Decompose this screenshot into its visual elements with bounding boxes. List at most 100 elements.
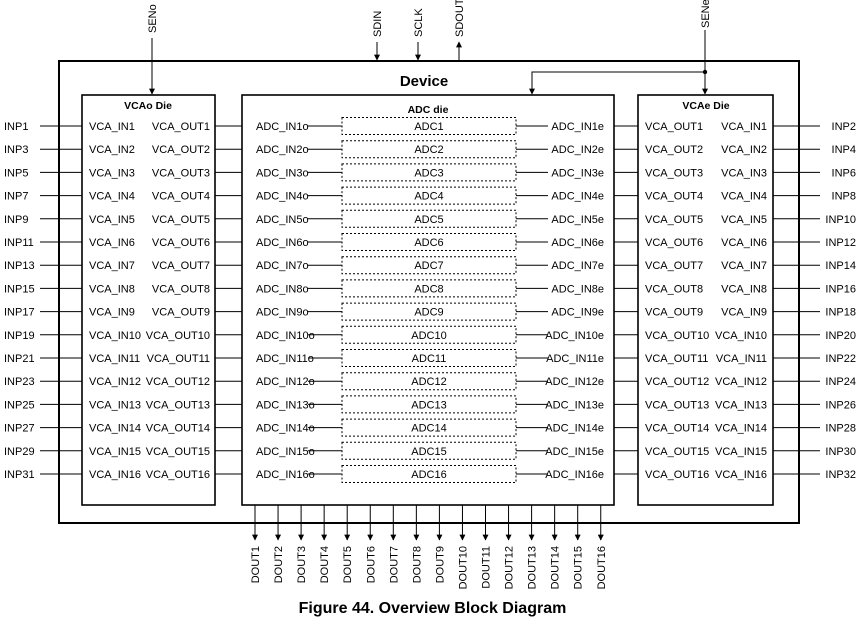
vcao-out-label: VCA_OUT11 — [147, 353, 210, 365]
adc-block-label: ADC4 — [414, 191, 443, 203]
vcae-in-label: VCA_IN15 — [715, 446, 767, 458]
vcao-in-label: VCA_IN5 — [89, 214, 135, 226]
adc-in-even-label: ADC_IN12e — [545, 376, 604, 388]
dout-label: DOUT16 — [596, 546, 608, 589]
vcao-out-label: VCA_OUT15 — [146, 446, 210, 458]
seno-label: SENo — [147, 4, 159, 33]
adc-block-label: ADC14 — [411, 423, 446, 435]
block-diagram: Device VCAo Die ADC die VCAe Die SENo SD… — [4, 0, 856, 589]
dout-14: DOUT14 — [550, 505, 562, 589]
adc-in-odd-label: ADC_IN16o — [256, 469, 315, 481]
inp-odd-label: INP17 — [4, 307, 35, 319]
adc-block — [341, 256, 517, 275]
dout-label: DOUT6 — [365, 546, 377, 583]
vcae-die-title: VCAe Die — [682, 100, 729, 112]
vcao-in-label: VCA_IN4 — [89, 191, 135, 203]
inp-odd-label: INP19 — [4, 330, 35, 342]
adc-in-even-label: ADC_IN6e — [551, 237, 604, 249]
vcae-out-label: VCA_OUT15 — [645, 446, 709, 458]
adc-block-label: ADC2 — [414, 144, 443, 156]
vcao-in-label: VCA_IN8 — [89, 283, 135, 295]
vcae-out-label: VCA_OUT6 — [645, 237, 703, 249]
channel-row-15: INP29 VCA_IN15 VCA_OUT15 ADC_IN15o ADC15 ADC_… — [4, 441, 856, 460]
sene-junction-dot — [702, 69, 708, 75]
adc-block-label: ADC12 — [411, 376, 446, 388]
adc-in-odd-label: ADC_IN5o — [256, 214, 309, 226]
dout-9: DOUT9 — [434, 505, 446, 583]
dout-3: DOUT3 — [296, 505, 308, 583]
vcae-out-label: VCA_OUT3 — [645, 167, 703, 179]
adc-in-odd-label: ADC_IN7o — [256, 260, 309, 272]
inp-even-label: INP10 — [825, 214, 856, 226]
inp-odd-label: INP15 — [4, 283, 35, 295]
inp-odd-label: INP25 — [4, 399, 35, 411]
adc-in-even-label: ADC_IN13e — [545, 399, 604, 411]
inp-even-label: INP16 — [825, 283, 856, 295]
adc-die-outline — [241, 94, 615, 506]
adc-in-odd-label: ADC_IN9o — [256, 307, 309, 319]
dout-label: DOUT3 — [296, 546, 308, 583]
dout-4: DOUT4 — [319, 505, 331, 583]
inp-odd-label: INP23 — [4, 376, 35, 388]
inp-even-label: INP30 — [825, 446, 856, 458]
adc-in-even-label: ADC_IN10e — [545, 330, 604, 342]
inp-even-label: INP14 — [825, 260, 856, 272]
vcae-in-label: VCA_IN12 — [715, 376, 767, 388]
vcao-in-label: VCA_IN3 — [89, 167, 135, 179]
adc-block-label: ADC1 — [414, 121, 443, 133]
device-title: Device — [400, 73, 448, 90]
vcae-in-label: VCA_IN14 — [715, 423, 767, 435]
vcae-out-label: VCA_OUT1 — [645, 121, 703, 133]
channel-row-12: INP23 VCA_IN12 VCA_OUT12 ADC_IN12o ADC12 ADC_… — [4, 372, 856, 391]
vcae-in-label: VCA_IN6 — [721, 237, 767, 249]
adc-block-label: ADC3 — [414, 167, 443, 179]
vcae-in-label: VCA_IN8 — [721, 283, 767, 295]
vcao-out-label: VCA_OUT16 — [146, 469, 210, 481]
dout-7: DOUT7 — [388, 505, 400, 583]
inp-odd-label: INP1 — [4, 121, 28, 133]
vcae-out-label: VCA_OUT5 — [645, 214, 703, 226]
vcae-in-label: VCA_IN1 — [721, 121, 767, 133]
adc-in-even-label: ADC_IN7e — [551, 260, 604, 272]
dout-1: DOUT1 — [250, 505, 262, 583]
figure-caption: Figure 44. Overview Block Diagram — [298, 600, 567, 617]
vcao-out-label: VCA_OUT4 — [152, 191, 210, 203]
dout-label: DOUT9 — [434, 546, 446, 583]
adc-die-title: ADC die — [408, 104, 449, 116]
vcae-in-label: VCA_IN11 — [716, 353, 767, 365]
vcae-out-label: VCA_OUT2 — [645, 144, 703, 156]
dout-label: DOUT11 — [481, 546, 493, 589]
dout-13: DOUT13 — [527, 505, 539, 589]
dout-15: DOUT15 — [573, 505, 585, 589]
inp-even-label: INP22 — [825, 353, 856, 365]
vcae-die-outline — [637, 94, 774, 506]
adc-in-even-label: ADC_IN5e — [551, 214, 604, 226]
adc-in-even-label: ADC_IN14e — [545, 423, 604, 435]
dout-label: DOUT8 — [411, 546, 423, 583]
channel-row-13: INP25 VCA_IN13 VCA_OUT13 ADC_IN13o ADC13 ADC_… — [4, 395, 856, 414]
inp-odd-label: INP13 — [4, 260, 35, 272]
vcae-out-label: VCA_OUT13 — [645, 399, 709, 411]
adc-in-odd-label: ADC_IN10o — [256, 330, 315, 342]
vcae-out-label: VCA_OUT11 — [645, 353, 708, 365]
dout-label: DOUT13 — [527, 546, 539, 589]
vcao-out-label: VCA_OUT8 — [152, 283, 210, 295]
inp-odd-label: INP29 — [4, 446, 35, 458]
vcao-out-label: VCA_OUT14 — [146, 423, 210, 435]
vcao-die-outline — [81, 94, 216, 506]
channel-row-16: INP31 VCA_IN16 VCA_OUT16 ADC_IN16o ADC16 ADC_… — [4, 465, 856, 483]
channel-row-6: INP11 VCA_IN6 VCA_OUT6 ADC_IN6o ADC6 ADC_IN6e… — [4, 233, 856, 251]
adc-block-label: ADC11 — [412, 353, 447, 365]
adc-block — [341, 233, 517, 251]
channel-row-4: INP7 VCA_IN4 VCA_OUT4 ADC_IN4o ADC4 ADC_IN4e V… — [4, 186, 856, 205]
inp-odd-label: INP9 — [4, 214, 28, 226]
vcao-in-label: VCA_IN10 — [89, 330, 141, 342]
dout-label: DOUT2 — [273, 546, 285, 583]
adc-block — [341, 441, 517, 460]
vcae-out-label: VCA_OUT4 — [645, 191, 703, 203]
inp-odd-label: INP3 — [4, 144, 28, 156]
dout-label: DOUT7 — [388, 546, 400, 583]
vcae-out-label: VCA_OUT10 — [645, 330, 709, 342]
vcao-in-label: VCA_IN16 — [89, 469, 141, 481]
vcao-out-label: VCA_OUT1 — [152, 121, 210, 133]
